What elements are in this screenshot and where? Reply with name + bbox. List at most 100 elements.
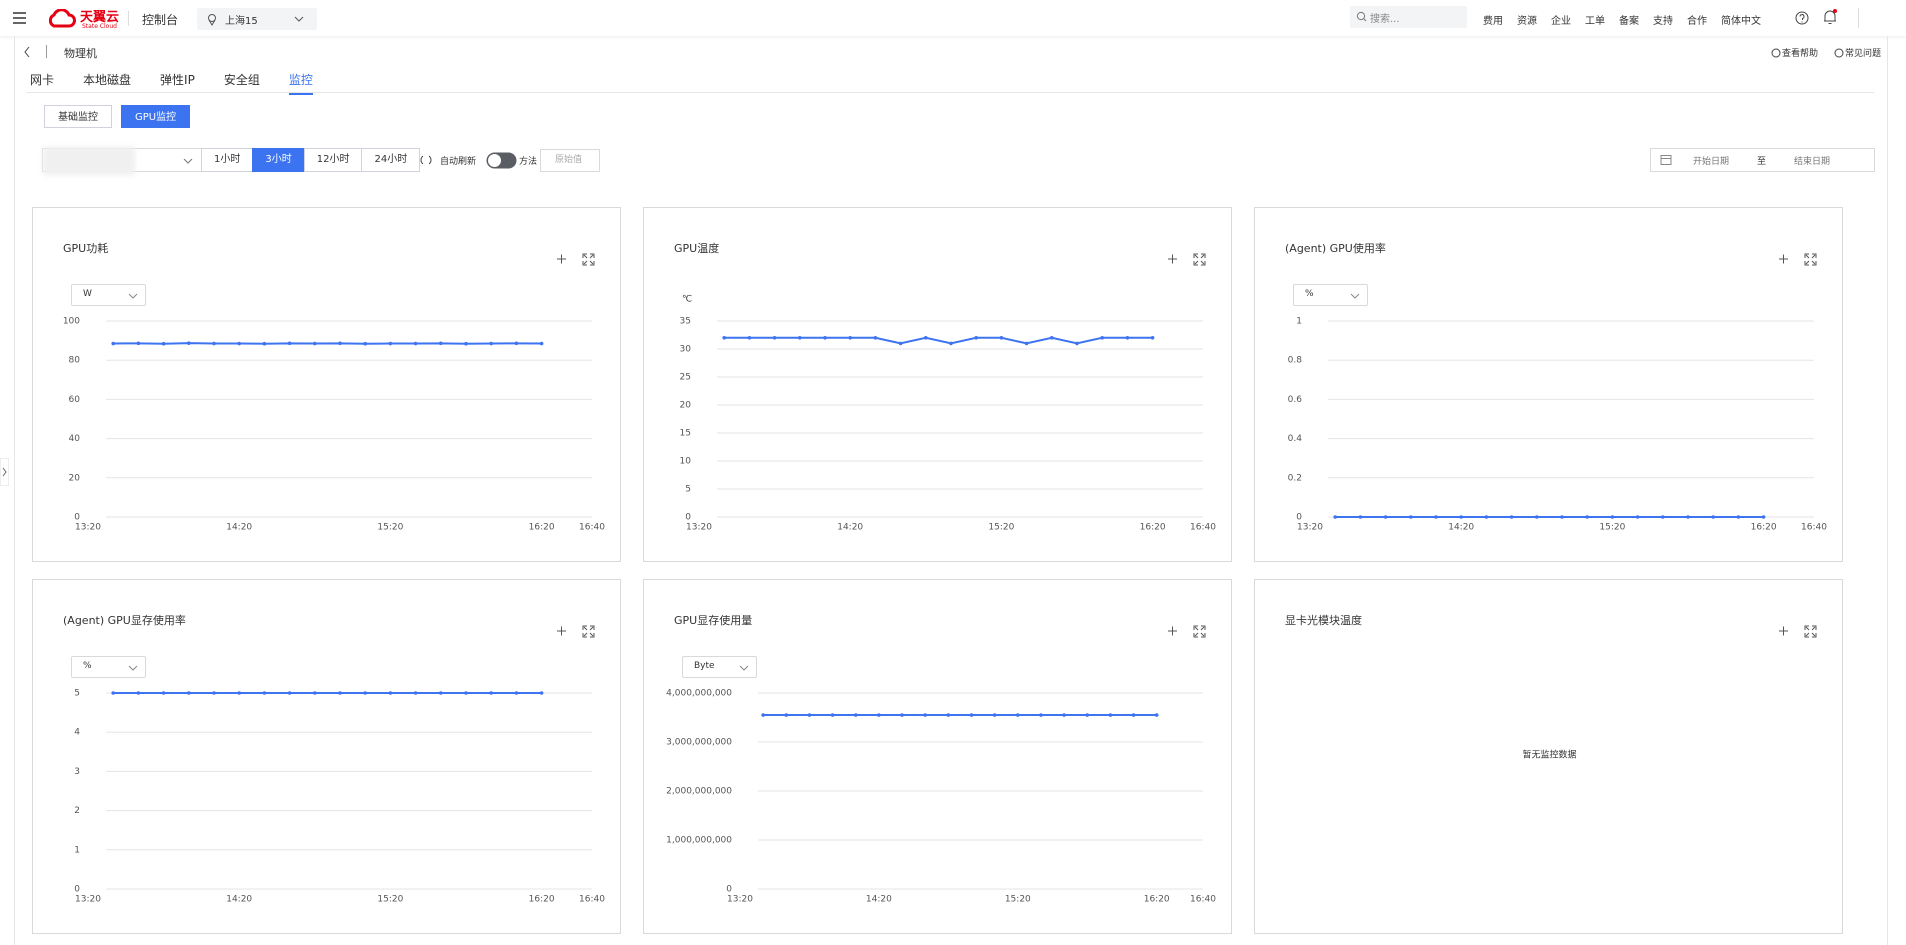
- data-point[interactable]: [413, 691, 418, 695]
- tab[interactable]: 监控: [288, 71, 313, 95]
- data-point[interactable]: [539, 691, 544, 695]
- data-point[interactable]: [489, 691, 494, 695]
- console-link[interactable]: 控制台: [142, 13, 179, 27]
- unit-select[interactable]: %: [1293, 284, 1368, 306]
- data-point[interactable]: [747, 336, 752, 340]
- data-point[interactable]: [439, 691, 443, 695]
- data-point[interactable]: [900, 713, 904, 717]
- search-box[interactable]: 搜索...: [1350, 6, 1467, 28]
- data-point[interactable]: [1016, 713, 1020, 717]
- data-point[interactable]: [514, 691, 519, 695]
- data-point[interactable]: [1062, 713, 1066, 717]
- data-point[interactable]: [1635, 515, 1640, 519]
- data-point[interactable]: [313, 691, 317, 695]
- data-point[interactable]: [464, 341, 468, 346]
- data-point[interactable]: [338, 341, 342, 346]
- data-point[interactable]: [1560, 515, 1564, 519]
- data-point[interactable]: [161, 341, 166, 346]
- data-point[interactable]: [1509, 515, 1514, 519]
- data-point[interactable]: [262, 691, 267, 695]
- nav-item[interactable]: 费用: [1483, 16, 1503, 27]
- data-point[interactable]: [969, 713, 974, 717]
- data-point[interactable]: [1154, 713, 1159, 717]
- unit-select[interactable]: %: [71, 656, 146, 678]
- subtab-button[interactable]: 基础监控: [44, 105, 112, 128]
- data-point[interactable]: [1535, 515, 1539, 519]
- data-point[interactable]: [1131, 713, 1136, 717]
- data-point[interactable]: [1039, 713, 1043, 717]
- data-point[interactable]: [823, 336, 827, 340]
- nav-item[interactable]: 支持: [1653, 16, 1673, 27]
- date-range[interactable]: 开始日期 至 结束日期: [1650, 148, 1875, 172]
- tab[interactable]: 本地磁盘: [83, 73, 132, 87]
- data-point[interactable]: [136, 341, 141, 346]
- data-point[interactable]: [949, 341, 953, 346]
- data-point[interactable]: [388, 691, 393, 695]
- data-point[interactable]: [1434, 515, 1438, 519]
- data-point[interactable]: [1333, 515, 1337, 519]
- data-point[interactable]: [772, 336, 777, 340]
- menu-icon[interactable]: [13, 12, 26, 24]
- refresh-icon[interactable]: [420, 154, 432, 166]
- method-input[interactable]: 原始值: [540, 149, 600, 172]
- data-point[interactable]: [464, 691, 468, 695]
- data-point[interactable]: [313, 341, 317, 346]
- unit-select[interactable]: Byte: [682, 656, 757, 678]
- nav-item[interactable]: 资源: [1517, 16, 1537, 27]
- data-point[interactable]: [784, 713, 789, 717]
- add-icon[interactable]: [557, 254, 566, 264]
- data-point[interactable]: [363, 691, 368, 695]
- data-point[interactable]: [287, 691, 292, 695]
- data-point[interactable]: [1409, 515, 1413, 519]
- range-button[interactable]: 24小时: [361, 148, 421, 172]
- expand-icon[interactable]: [1193, 625, 1206, 638]
- data-point[interactable]: [798, 336, 802, 340]
- help-link[interactable]: 查看帮助: [1771, 46, 1818, 59]
- data-point[interactable]: [761, 713, 765, 717]
- expand-icon[interactable]: [582, 253, 595, 266]
- data-point[interactable]: [111, 341, 115, 346]
- nav-item[interactable]: 简体中文: [1721, 16, 1761, 27]
- data-point[interactable]: [1661, 515, 1665, 519]
- tab[interactable]: 弹性IP: [160, 73, 195, 87]
- data-point[interactable]: [539, 341, 544, 346]
- sidebar-toggle[interactable]: [0, 458, 9, 486]
- data-point[interactable]: [1459, 515, 1463, 519]
- data-point[interactable]: [924, 336, 928, 340]
- add-icon[interactable]: [1779, 254, 1788, 264]
- data-point[interactable]: [1085, 713, 1090, 717]
- data-point[interactable]: [877, 713, 881, 717]
- expand-icon[interactable]: [582, 625, 595, 638]
- data-point[interactable]: [1358, 515, 1363, 519]
- tab[interactable]: 安全组: [223, 73, 260, 87]
- data-point[interactable]: [1686, 515, 1690, 519]
- range-button[interactable]: 3小时: [252, 148, 305, 172]
- range-button[interactable]: 12小时: [303, 148, 363, 172]
- data-point[interactable]: [1024, 341, 1029, 346]
- data-point[interactable]: [237, 341, 241, 346]
- data-point[interactable]: [338, 691, 342, 695]
- help-link[interactable]: 常见问题: [1834, 46, 1881, 59]
- data-point[interactable]: [212, 341, 216, 346]
- data-point[interactable]: [853, 713, 858, 717]
- data-point[interactable]: [1125, 336, 1130, 340]
- data-point[interactable]: [1075, 341, 1079, 346]
- data-point[interactable]: [946, 713, 951, 717]
- data-point[interactable]: [974, 336, 978, 340]
- region-select[interactable]: 上海15: [197, 8, 317, 30]
- nav-item[interactable]: 企业: [1551, 16, 1571, 27]
- data-point[interactable]: [1383, 515, 1388, 519]
- bell-icon[interactable]: [1822, 8, 1838, 26]
- subtab-button[interactable]: GPU监控: [121, 105, 191, 128]
- data-point[interactable]: [722, 336, 726, 340]
- nav-item[interactable]: 备案: [1619, 16, 1639, 27]
- start-date[interactable]: 开始日期: [1693, 156, 1730, 167]
- data-point[interactable]: [287, 341, 292, 346]
- data-point[interactable]: [212, 691, 216, 695]
- data-point[interactable]: [388, 341, 393, 346]
- data-point[interactable]: [111, 691, 115, 695]
- data-point[interactable]: [873, 336, 878, 340]
- data-point[interactable]: [1610, 515, 1615, 519]
- data-point[interactable]: [923, 713, 927, 717]
- add-icon[interactable]: [557, 626, 566, 636]
